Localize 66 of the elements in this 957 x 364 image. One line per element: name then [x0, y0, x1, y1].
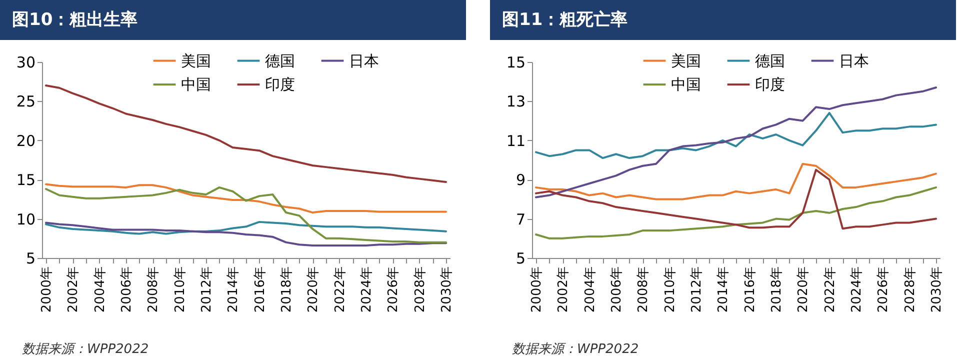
y-tick-label: 11 [506, 132, 526, 150]
y-tick-label: 5 [26, 250, 36, 268]
x-tick-label: 2018年 [280, 266, 294, 313]
line-series [535, 162, 937, 200]
legend-label: 印度 [755, 76, 785, 94]
x-tick-label: 2028年 [412, 266, 428, 313]
line-series [535, 112, 937, 160]
x-tick-label: 2026年 [386, 266, 402, 313]
x-tick-label: 2014年 [716, 266, 732, 313]
source-note: 数据来源：WPP2022 [512, 341, 639, 358]
x-tick-label: 2020年 [306, 266, 322, 313]
legend-label: 日本 [349, 52, 379, 70]
y-tick-label: 25 [16, 92, 36, 111]
x-tick-label: 2010年 [662, 266, 678, 313]
line-series [45, 186, 447, 244]
x-tick-label: 2004年 [92, 266, 108, 313]
legend-label: 德国 [265, 52, 295, 70]
y-tick-label: 13 [506, 92, 526, 111]
legend-label: 日本 [839, 52, 869, 70]
source-note: 数据来源：WPP2022 [22, 341, 149, 358]
legend-label: 美国 [181, 52, 211, 70]
x-tick-label: 2016年 [742, 266, 758, 313]
chart-title: 图11：粗死亡率 [490, 0, 956, 40]
legend-label: 中国 [671, 76, 701, 94]
y-tick-label: 9 [516, 171, 526, 190]
legend-label: 中国 [181, 76, 211, 94]
legend-label: 德国 [755, 52, 785, 70]
line-series [535, 168, 937, 230]
x-tick-label: 2000年 [530, 266, 544, 313]
x-tick-label: 2028年 [902, 266, 918, 313]
x-tick-label: 2000年 [40, 266, 54, 313]
y-tick-label: 15 [506, 54, 526, 72]
x-tick-label: 2012年 [690, 266, 704, 313]
x-tick-label: 2002年 [556, 266, 572, 313]
legend-label: 印度 [265, 76, 295, 94]
y-tick-label: 5 [516, 250, 526, 268]
y-tick-label: 10 [16, 210, 36, 228]
x-tick-label: 2012年 [200, 266, 214, 313]
line-series [45, 222, 447, 246]
x-tick-label: 2030年 [930, 266, 944, 313]
line-series [45, 220, 447, 235]
x-tick-label: 2016年 [252, 266, 268, 313]
y-tick-label: 7 [516, 210, 526, 228]
x-tick-label: 2022年 [822, 266, 838, 313]
x-tick-label: 2018年 [770, 266, 784, 313]
line-series [45, 183, 447, 214]
chart-title: 图10：粗出生率 [0, 0, 466, 40]
x-tick-label: 2008年 [636, 266, 652, 313]
x-tick-label: 2024年 [360, 266, 374, 313]
x-tick-label: 2004年 [582, 266, 598, 313]
x-tick-label: 2010年 [172, 266, 188, 313]
y-tick-label: 15 [16, 171, 36, 190]
x-tick-label: 2006年 [120, 266, 134, 313]
x-tick-label: 2020年 [796, 266, 812, 313]
y-tick-label: 20 [16, 132, 36, 150]
x-tick-label: 2006年 [610, 266, 624, 313]
line-series [535, 186, 937, 240]
x-tick-label: 2002年 [66, 266, 82, 313]
y-tick-label: 30 [16, 54, 36, 72]
x-tick-label: 2014年 [226, 266, 242, 313]
x-tick-label: 2022年 [332, 266, 348, 313]
x-tick-label: 2024年 [850, 266, 864, 313]
x-tick-label: 2008年 [146, 266, 162, 313]
x-tick-label: 2030年 [440, 266, 454, 313]
legend-label: 美国 [671, 52, 701, 70]
x-tick-label: 2026年 [876, 266, 892, 313]
